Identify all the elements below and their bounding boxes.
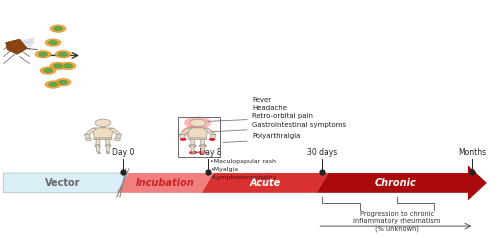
Text: •Myalgia: •Myalgia bbox=[210, 167, 238, 172]
Polygon shape bbox=[179, 135, 185, 139]
Circle shape bbox=[64, 64, 72, 68]
Circle shape bbox=[114, 138, 120, 141]
Circle shape bbox=[190, 144, 196, 147]
Circle shape bbox=[86, 138, 91, 141]
Polygon shape bbox=[14, 41, 34, 47]
Polygon shape bbox=[116, 135, 121, 139]
Text: •Maculopapular rash: •Maculopapular rash bbox=[210, 159, 276, 164]
Polygon shape bbox=[84, 135, 90, 139]
Polygon shape bbox=[316, 165, 487, 200]
Text: Polyarthralgia: Polyarthralgia bbox=[252, 133, 301, 139]
Circle shape bbox=[95, 119, 111, 127]
Polygon shape bbox=[190, 146, 194, 152]
Polygon shape bbox=[200, 139, 204, 146]
Circle shape bbox=[105, 144, 111, 147]
Polygon shape bbox=[96, 146, 100, 152]
Polygon shape bbox=[202, 173, 328, 193]
Polygon shape bbox=[179, 129, 192, 135]
Polygon shape bbox=[94, 138, 112, 139]
Circle shape bbox=[48, 40, 58, 45]
Text: Vector: Vector bbox=[46, 178, 81, 188]
Text: Gastrointestinal symptoms: Gastrointestinal symptoms bbox=[252, 122, 346, 128]
Polygon shape bbox=[117, 173, 214, 193]
Text: Incubation: Incubation bbox=[136, 178, 194, 188]
Circle shape bbox=[50, 25, 66, 32]
Circle shape bbox=[190, 119, 206, 127]
Polygon shape bbox=[192, 152, 194, 153]
Polygon shape bbox=[14, 38, 34, 44]
Polygon shape bbox=[188, 128, 208, 138]
Text: ~Day 8: ~Day 8 bbox=[194, 149, 222, 157]
Circle shape bbox=[35, 50, 51, 58]
Polygon shape bbox=[93, 128, 113, 138]
Text: Day 0: Day 0 bbox=[112, 149, 134, 157]
Text: Chronic: Chronic bbox=[374, 178, 416, 188]
Polygon shape bbox=[201, 152, 204, 153]
Polygon shape bbox=[210, 135, 216, 139]
Polygon shape bbox=[195, 127, 200, 128]
Polygon shape bbox=[106, 139, 110, 146]
Circle shape bbox=[45, 81, 61, 88]
Circle shape bbox=[95, 144, 100, 147]
Circle shape bbox=[60, 62, 76, 70]
Circle shape bbox=[54, 64, 62, 68]
Polygon shape bbox=[106, 152, 109, 153]
Circle shape bbox=[38, 52, 48, 56]
Text: Fever
Headache
Retro-orbital pain: Fever Headache Retro-orbital pain bbox=[252, 97, 314, 119]
Bar bbox=[178, 117, 220, 157]
Text: 30 days: 30 days bbox=[307, 149, 338, 157]
Circle shape bbox=[200, 144, 205, 147]
Circle shape bbox=[182, 126, 208, 138]
Circle shape bbox=[209, 138, 216, 141]
Text: Acute: Acute bbox=[250, 178, 280, 188]
Circle shape bbox=[184, 117, 211, 129]
Circle shape bbox=[54, 27, 62, 31]
Text: Progression to chronic
inflammatory rheumatism
(% unknown): Progression to chronic inflammatory rheu… bbox=[354, 211, 441, 233]
Circle shape bbox=[50, 62, 66, 70]
Circle shape bbox=[55, 79, 71, 86]
Circle shape bbox=[55, 50, 71, 58]
Circle shape bbox=[189, 151, 197, 154]
Polygon shape bbox=[100, 127, 105, 128]
Polygon shape bbox=[84, 129, 97, 135]
Circle shape bbox=[58, 52, 68, 56]
Polygon shape bbox=[201, 146, 204, 152]
Text: Months: Months bbox=[458, 149, 486, 157]
Polygon shape bbox=[97, 152, 100, 153]
Polygon shape bbox=[96, 139, 100, 146]
Polygon shape bbox=[188, 138, 207, 139]
Circle shape bbox=[180, 138, 186, 141]
Circle shape bbox=[58, 80, 68, 84]
Polygon shape bbox=[3, 173, 129, 193]
Polygon shape bbox=[190, 139, 195, 146]
Polygon shape bbox=[204, 129, 216, 135]
Circle shape bbox=[198, 151, 206, 154]
Circle shape bbox=[188, 144, 196, 148]
Polygon shape bbox=[106, 146, 110, 152]
Circle shape bbox=[48, 82, 58, 87]
Circle shape bbox=[199, 144, 206, 148]
Text: •Lymphadenophathy: •Lymphadenophathy bbox=[210, 175, 276, 180]
Circle shape bbox=[45, 39, 61, 46]
Circle shape bbox=[44, 69, 52, 73]
Polygon shape bbox=[109, 129, 122, 135]
Circle shape bbox=[40, 67, 56, 74]
Polygon shape bbox=[6, 39, 27, 54]
